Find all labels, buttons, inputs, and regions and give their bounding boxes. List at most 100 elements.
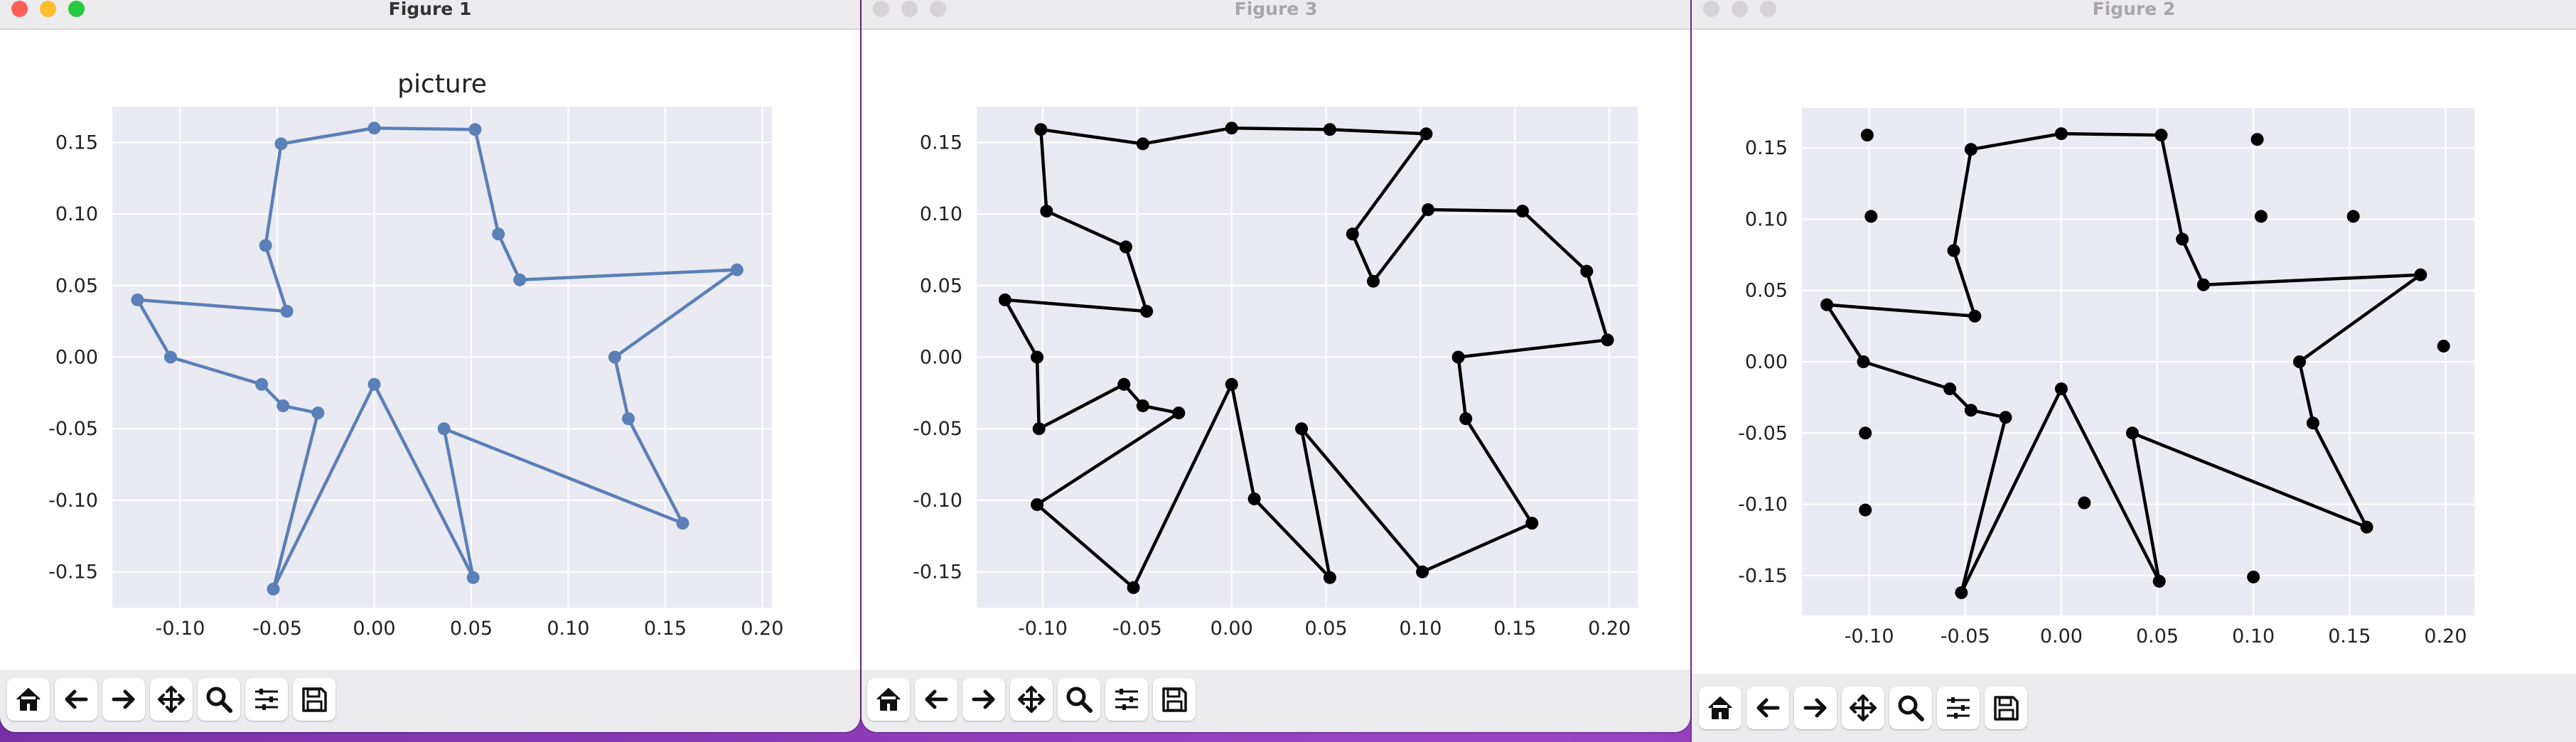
save-button[interactable] [1985,687,2027,729]
data-point [2154,129,2167,141]
figure-1-canvas[interactable]: -0.10 -0.05 0.00 0.05 0.10 0.15 0.20 0.15 0.10 0.… [0,28,860,668]
x-tick-label: 0.05 [450,618,493,640]
window-title: Figure 2 [1692,0,2576,18]
pan-button[interactable] [1010,678,1053,721]
data-point [1452,351,1465,364]
x-tick-label: 0.15 [1493,618,1536,640]
x-tick-label: -0.05 [1112,618,1162,640]
y-tick-label: 0.05 [920,275,962,297]
x-tick-label: 0.00 [353,618,395,640]
data-point [367,378,380,391]
data-point [1040,205,1053,217]
unconnected-point [2347,210,2360,222]
data-point [2361,521,2373,534]
x-tick-label: 0.10 [547,618,589,640]
data-point [1034,123,1047,136]
figure-3-canvas[interactable]: -0.10 -0.05 0.00 0.05 0.10 0.15 0.20 0.15 0.10 0.… [862,28,1690,668]
x-tick-label: 0.10 [2232,625,2275,647]
pan-button[interactable] [1842,687,1884,729]
forward-button[interactable] [962,678,1005,721]
save-button[interactable] [1153,678,1196,721]
data-point [2293,355,2306,368]
forward-button[interactable] [102,678,145,721]
home-button[interactable] [1699,687,1742,729]
data-point [1225,378,1238,391]
configure-button[interactable] [1105,678,1148,721]
x-tick-label: 0.05 [2136,625,2179,647]
title-bar[interactable]: Figure 1 [0,0,860,30]
configure-icon [1112,685,1141,714]
data-point [676,517,689,529]
pan-button[interactable] [150,678,193,721]
y-tick-label: -0.05 [913,418,962,440]
data-point [255,378,268,391]
data-point [2414,269,2427,281]
figure-2-canvas[interactable]: -0.10 -0.05 0.00 0.05 0.10 0.15 0.20 0.15 0.10 0.… [1692,28,2576,682]
zoom-icon [1065,685,1093,714]
y-tick-label: -0.05 [1738,422,1788,444]
data-point [2000,411,2012,424]
zoom-icon [205,685,233,714]
unconnected-point [2078,497,2091,510]
back-button[interactable] [55,678,97,721]
x-tick-label: 0.00 [2040,625,2083,647]
x-tick-label: 0.05 [1305,618,1348,640]
data-point [468,123,481,136]
data-point [277,399,289,412]
data-point [1601,333,1614,346]
home-button[interactable] [7,678,50,721]
data-point [1033,422,1046,435]
navigation-toolbar [1692,674,2576,742]
back-icon [62,685,90,714]
title-bar[interactable]: Figure 2 [1692,0,2576,30]
figure-1-window[interactable]: Figure 1 -0.10 -0.05 0.00 0.05 0.10 0.15 0.20 0… [0,0,860,732]
y-tick-label: -0.05 [48,418,98,440]
zoom-button[interactable] [198,678,240,721]
x-tick-label: 0.10 [1399,618,1442,640]
data-point [164,351,177,364]
zoom-icon [1896,694,1925,722]
data-point [1820,299,1833,311]
save-button[interactable] [293,678,336,721]
save-icon [1160,685,1188,714]
navigation-toolbar [862,670,1690,732]
y-tick-label: 0.00 [920,347,962,369]
x-tick-label: 0.20 [2424,625,2467,647]
y-tick-label: -0.10 [1738,494,1788,516]
figure-3-window[interactable]: Figure 3 -0.10 -0.05 0.00 0.05 0.10 0.15 0.20 0… [862,0,1690,732]
data-point [1172,407,1185,419]
zoom-button[interactable] [1889,687,1932,729]
data-point [1580,265,1593,278]
back-button[interactable] [915,678,957,721]
zoom-button[interactable] [1058,678,1100,721]
configure-icon [252,685,281,714]
data-point [438,422,451,435]
data-point [1525,517,1538,529]
data-point [1137,399,1149,412]
configure-button[interactable] [245,678,288,721]
figure-2-window[interactable]: Figure 2 -0.10 -0.05 0.00 0.05 0.10 0.15 0.20 0… [1692,0,2576,742]
data-point [281,305,294,318]
data-point [2055,127,2068,140]
data-point [1965,404,1977,416]
home-icon [874,685,903,714]
x-tick-label: 0.15 [2328,625,2371,647]
back-button[interactable] [1746,687,1789,729]
y-tick-label: 0.10 [55,203,98,225]
data-point [513,274,526,286]
home-button[interactable] [867,678,910,721]
configure-button[interactable] [1937,687,1980,729]
data-point [1459,412,1472,425]
pan-icon [1849,694,1877,722]
title-bar[interactable]: Figure 3 [862,0,1690,30]
x-tick-label: -0.10 [156,618,205,640]
data-point [622,412,635,425]
y-tick-label: -0.15 [1738,565,1788,587]
forward-button[interactable] [1794,687,1837,729]
data-point [2197,279,2210,291]
data-point [259,239,272,252]
y-tick-label: 0.05 [1745,280,1788,302]
navigation-toolbar [0,670,860,732]
home-icon [14,685,43,714]
y-tick-label: -0.15 [48,561,98,584]
